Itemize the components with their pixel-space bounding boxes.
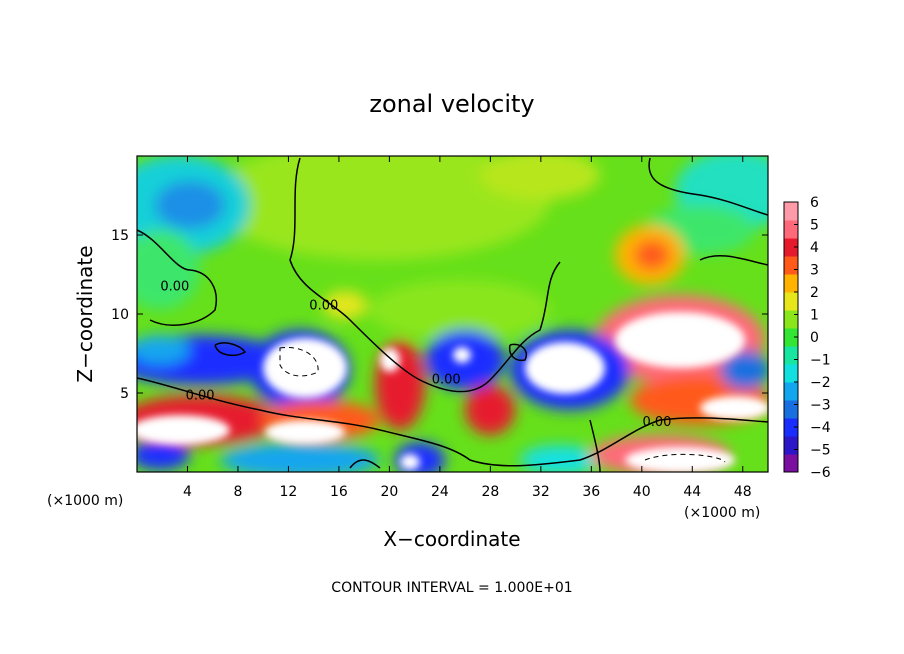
x-axis-title: X−coordinate: [383, 527, 520, 551]
contour-interval-label: CONTOUR INTERVAL = 1.000E+01: [331, 580, 572, 596]
heatmap-field: [137, 156, 768, 472]
contour-labels: 0.00 0.00 0.00 0.00 0.00: [160, 279, 671, 430]
x-tick-label: 20: [380, 484, 398, 500]
contour-label: 0.00: [432, 373, 461, 388]
colorbar: 6 5 4 3 2 1 0 −1 −2 −3 −4 −5 −6: [783, 195, 831, 481]
x-tick-label: 16: [330, 484, 348, 500]
chart-title: zonal velocity: [369, 90, 534, 118]
colorbar-tick-label: 0: [810, 330, 819, 346]
colorbar-swatch: [784, 418, 798, 437]
colorbar-swatch: [784, 454, 798, 473]
colorbar-swatch: [784, 400, 798, 419]
colorbar-swatch: [784, 382, 798, 401]
colorbar-swatch: [784, 364, 798, 383]
contour-label: 0.00: [186, 388, 215, 403]
colorbar-swatch: [784, 220, 798, 239]
x-tick-label: 32: [532, 484, 550, 500]
contour-label: 0.00: [309, 298, 338, 313]
contour-lines: [137, 157, 768, 472]
x-tick-label: 12: [280, 484, 298, 500]
x-tick-label: 24: [431, 484, 449, 500]
colorbar-swatch: [784, 436, 798, 455]
x-unit-label: (×1000 m): [684, 505, 760, 521]
colorbar-tick-label: −4: [810, 420, 831, 436]
colorbar-swatch: [784, 346, 798, 365]
colorbar-tick-label: 3: [810, 263, 819, 279]
x-tick-label: 28: [481, 484, 499, 500]
y-axis: 5 10 15: [111, 228, 768, 402]
colorbar-swatch: [784, 292, 798, 311]
colorbar-swatch: [784, 202, 798, 221]
x-axis: 4 8 12 16 20 24 28 32 36 40 44 48: [183, 156, 752, 500]
x-tick-label: 40: [633, 484, 651, 500]
x-tick-label: 48: [734, 484, 752, 500]
colorbar-tick-label: −2: [810, 375, 831, 391]
colorbar-tick-label: −5: [810, 443, 831, 459]
colorbar-swatch: [784, 310, 798, 329]
y-axis-title: Z−coordinate: [73, 245, 97, 382]
colorbar-swatch: [784, 274, 798, 293]
x-tick-label: 44: [683, 484, 701, 500]
colorbar-tick-label: 5: [810, 218, 819, 234]
y-tick-label: 15: [111, 228, 129, 244]
colorbar-swatch: [784, 328, 798, 347]
x-tick-label: 8: [233, 484, 242, 500]
contour-label: 0.00: [642, 415, 671, 430]
colorbar-tick-label: −1: [810, 353, 831, 369]
contour-label: 0.00: [160, 279, 189, 294]
colorbar-tick-label: 4: [810, 240, 819, 256]
y-tick-label: 10: [111, 307, 129, 323]
y-tick-label: 5: [120, 386, 129, 402]
x-tick-label: 36: [582, 484, 600, 500]
x-tick-label: 4: [183, 484, 192, 500]
colorbar-swatch: [784, 256, 798, 275]
colorbar-tick-label: −6: [810, 465, 831, 481]
colorbar-tick-label: −3: [810, 398, 831, 414]
colorbar-tick-label: 6: [810, 195, 819, 211]
colorbar-tick-label: 2: [810, 285, 819, 301]
z-unit-label: (×1000 m): [47, 493, 123, 509]
colorbar-tick-label: 1: [810, 308, 819, 324]
colorbar-swatch: [784, 238, 798, 257]
